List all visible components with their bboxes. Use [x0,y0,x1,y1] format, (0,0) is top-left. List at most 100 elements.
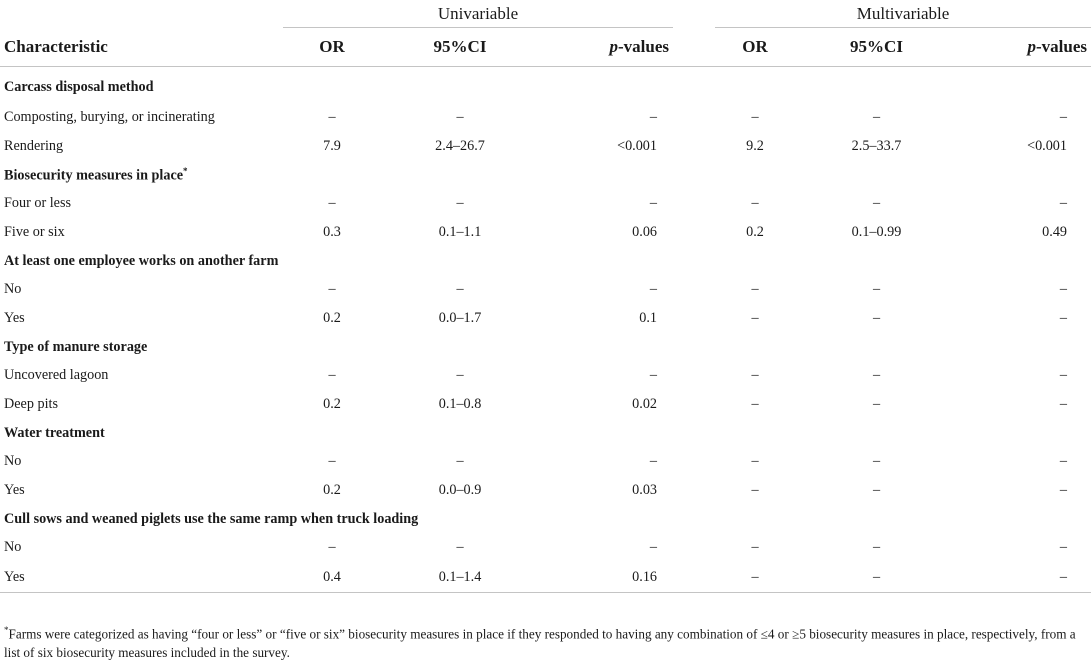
row-label-cell: Four or less [4,195,71,211]
uni-ci-cell: – [456,109,464,125]
table-row: No – – – – – – [0,533,1091,562]
uni-ci-cell: – [456,453,464,469]
row-label-cell: No [4,453,22,469]
multi-ci-cell: – [872,281,881,297]
footnote-mark: * [4,625,9,635]
multi-p-cell: <0.001 [1027,138,1067,154]
multi-ci-cell: – [872,195,881,211]
uni-ci-cell: – [456,281,464,297]
section-title-footnote-mark: * [183,165,188,176]
col-uni-p-italic: p [609,37,619,56]
table-row: Yes 0.2 0.0–0.9 0.03 – – – [0,476,1091,505]
table-row: Yes 0.4 0.1–1.4 0.16– – – [0,562,1091,593]
multi-ci-cell: – [872,482,881,498]
row-label-cell: Five or six [4,224,65,240]
multi-or-cell: – [751,281,759,297]
multi-p-cell: – [1059,482,1067,498]
uni-ci-cell: 0.1–0.8 [438,396,482,412]
multi-p-cell: – [1059,396,1067,412]
uni-p-cell: – [649,195,657,211]
section-title: Carcass disposal method [4,78,154,95]
row-label-cell: No [4,281,22,297]
uni-p-cell: – [649,539,657,555]
row-label-cell: No [4,539,22,555]
multi-p-cell: – [1059,109,1067,125]
row-label-cell: Uncovered lagoon [4,367,109,383]
uni-or-cell: 7.9 [323,138,341,154]
column-header-row: Characteristic OR 95%CI p-values OR 95%C… [0,27,1091,67]
multi-ci-cell: – [872,310,881,326]
row-label-cell: Yes [4,310,25,326]
multi-or-cell: – [751,109,759,125]
uni-p-cell: – [649,281,657,297]
multi-or-cell: – [751,539,759,555]
multi-ci-cell: – [872,539,881,555]
multi-or-cell: – [751,367,759,383]
multi-ci-cell: – [795,562,958,593]
row-label-cell: Rendering [4,138,64,154]
uni-p-cell: <0.001 [617,138,657,154]
uni-p-cell: – [649,367,657,383]
col-multi-p: p-values [958,27,1091,67]
uni-p-cell: 0.03 [632,482,657,498]
multi-or-cell: – [715,562,795,593]
section-header-row: Cull sows and weaned piglets use the sam… [0,505,1091,533]
section-title: Cull sows and weaned piglets use the sam… [4,510,419,527]
multi-p-cell: – [1059,453,1067,469]
col-multi-p-italic: p [1027,37,1037,56]
uni-or-cell: – [328,195,336,211]
col-uni-ci: 95%CI [381,27,539,67]
group-header-row: Univariable Multivariable [0,0,1091,28]
col-uni-p: p-values [539,27,673,67]
uni-or-cell: 0.3 [323,224,341,240]
multi-or-cell: 9.2 [746,138,764,154]
multi-ci-cell: 0.1–0.99 [851,224,902,240]
row-label-cell: Yes [0,562,283,593]
multi-p-cell: – [1059,310,1067,326]
section-title: Type of manure storage [4,338,148,355]
row-label-cell: Yes [4,482,25,498]
uni-or-cell: – [328,539,336,555]
multi-or-cell: – [751,482,759,498]
multi-ci-cell: 2.5–33.7 [851,138,902,154]
multi-ci-cell: – [872,109,881,125]
multi-p-cell: – [1059,195,1067,211]
multi-or-cell: – [751,396,759,412]
multi-p-cell: – [958,562,1091,593]
results-table: Univariable Multivariable Characteristic… [0,0,1091,593]
uni-ci-cell: – [456,195,464,211]
table-row: Five or six 0.3 0.1–1.1 0.06 0.2 0.1–0.99 0.49 [0,218,1091,247]
uni-p-cell: – [649,109,657,125]
section-title: Water treatment [4,424,105,441]
table-footnote: *Farms were categorized as having “four … [4,621,1088,662]
table-row: No – – – – – – [0,447,1091,476]
uni-p-cell: 0.06 [632,224,657,240]
row-label-cell: Composting, burying, or incinerating [4,109,215,125]
row-label-cell: Deep pits [4,396,58,412]
results-table-body: Univariable Multivariable Characteristic… [0,0,1091,593]
uni-or-cell: 0.2 [323,310,341,326]
multi-or-cell: – [751,310,759,326]
multi-p-cell: – [1059,367,1067,383]
uni-ci-cell: 0.0–1.7 [438,310,482,326]
col-uni-p-rest: -values [618,37,669,56]
uni-or-cell: – [328,367,336,383]
section-header-row: Biosecurity measures in place* [0,161,1091,189]
uni-ci-cell: – [456,367,464,383]
table-row: Composting, burying, or incinerating – – – –… [0,103,1091,132]
table-row: Uncovered lagoon – – – – – – [0,361,1091,390]
uni-ci-cell: 0.1–1.4 [381,562,539,593]
multi-p-cell: – [1059,539,1067,555]
section-header-row: Carcass disposal method [0,67,1091,104]
col-characteristic: Characteristic [0,27,283,67]
table-row: Rendering 7.9 2.4–26.7 <0.001 9.2 2.5–33.7 <0.… [0,132,1091,161]
col-multi-ci: 95%CI [795,27,958,67]
uni-p-cell: 0.02 [632,396,657,412]
uni-ci-cell: 0.0–0.9 [438,482,482,498]
multi-ci-cell: – [872,367,881,383]
table-row: Four or less – – – – – – [0,189,1091,218]
uni-or-cell: – [328,281,336,297]
group-univariable: Univariable [283,0,673,28]
uni-ci-cell: 2.4–26.7 [435,138,485,154]
table-row: Deep pits 0.2 0.1–0.8 0.02 – – – [0,390,1091,419]
